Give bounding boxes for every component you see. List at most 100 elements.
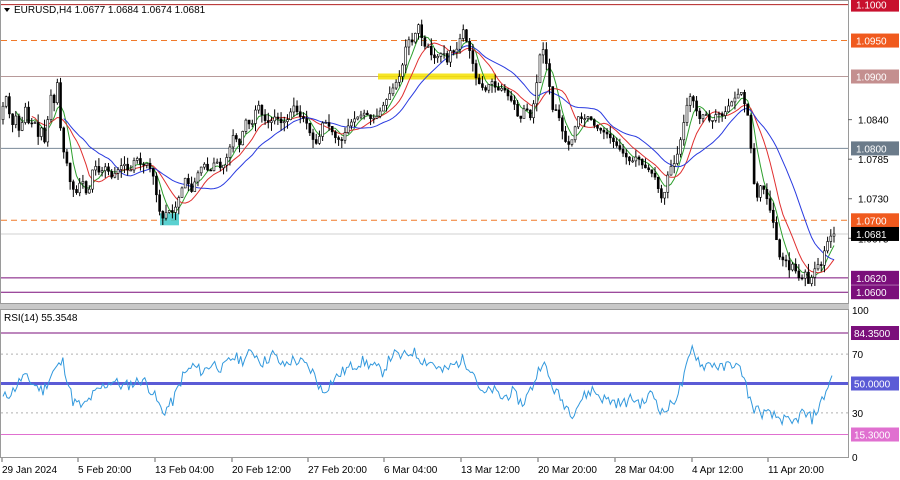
candle-body xyxy=(174,206,177,213)
candle-body xyxy=(800,277,804,280)
price-tick-label: 1.0840 xyxy=(858,116,889,127)
candle-body xyxy=(190,183,193,192)
candle-body xyxy=(628,156,631,162)
candle-body xyxy=(382,104,385,112)
candle-body xyxy=(276,116,280,120)
price-tick-label: 1.0730 xyxy=(858,195,889,206)
price-tag-label: 1.1000 xyxy=(856,1,887,12)
candle-body xyxy=(327,122,331,127)
candle-body xyxy=(433,54,436,59)
candle-body xyxy=(270,120,273,123)
candle-body xyxy=(599,127,602,131)
candle-body xyxy=(161,211,165,219)
candle-body xyxy=(401,64,404,77)
candle-body xyxy=(199,166,203,174)
candle-body xyxy=(254,109,257,124)
candle-body xyxy=(653,173,657,178)
candle-body xyxy=(1,105,5,120)
candle-body xyxy=(155,175,158,196)
candle-body xyxy=(426,45,430,48)
candle-body xyxy=(717,113,721,115)
time-tick-label: 6 Mar 04:00 xyxy=(384,465,438,476)
candle-body xyxy=(490,81,494,85)
candle-body xyxy=(215,161,219,164)
candle-body xyxy=(113,173,117,178)
candle-body xyxy=(733,97,737,103)
candle-body xyxy=(484,87,487,91)
candle-body xyxy=(398,76,401,83)
time-tick-label: 20 Mar 20:00 xyxy=(538,465,597,476)
candle-body xyxy=(624,152,628,158)
candle-body xyxy=(385,99,388,106)
candle-body xyxy=(685,104,689,123)
candle-body xyxy=(631,160,634,163)
candle-body xyxy=(458,38,462,50)
candle-body xyxy=(541,49,545,56)
candle-body xyxy=(436,56,439,59)
candle-body xyxy=(669,166,673,176)
candle-body xyxy=(244,119,248,132)
candle-body xyxy=(449,50,452,63)
candle-body xyxy=(209,169,213,172)
candle-body xyxy=(500,87,503,91)
candle-body xyxy=(781,256,785,261)
rsi-axis-tags: 84.3500 50.0000 15.3000 xyxy=(851,326,899,442)
candle-body xyxy=(164,212,168,219)
candle-body xyxy=(708,114,711,121)
price-tag-label: 1.0600 xyxy=(856,288,887,299)
candle-body xyxy=(752,148,756,184)
candle-body xyxy=(366,112,369,116)
candle-body xyxy=(65,151,69,164)
candle-body xyxy=(158,194,161,212)
candle-body xyxy=(647,167,650,171)
time-tick-label: 29 Jan 2024 xyxy=(2,465,57,476)
candle-body xyxy=(75,189,78,194)
candle-body xyxy=(107,166,110,172)
candle-body xyxy=(359,114,363,118)
candle-body xyxy=(439,53,443,57)
candle-body xyxy=(295,105,299,113)
price-tag-label: 1.0681 xyxy=(856,230,887,241)
candle-body xyxy=(225,157,229,166)
candle-body xyxy=(30,122,34,125)
candle-body xyxy=(350,121,353,127)
candle-body xyxy=(135,158,139,161)
candle-body xyxy=(429,45,433,56)
panel-separator[interactable] xyxy=(0,304,849,309)
candle-body xyxy=(755,183,759,198)
candle-body xyxy=(803,271,807,279)
candle-body xyxy=(506,89,510,97)
candle-body xyxy=(391,87,395,95)
candle-body xyxy=(442,53,446,55)
candle-body xyxy=(142,163,145,166)
candle-body xyxy=(765,189,769,200)
triangle-down-icon[interactable] xyxy=(4,8,10,12)
candle-body xyxy=(666,174,670,193)
candle-body xyxy=(618,145,622,150)
candle-body xyxy=(493,81,497,88)
candle-body xyxy=(577,116,580,128)
candle-body xyxy=(394,81,398,89)
candle-body xyxy=(771,209,775,223)
candle-body xyxy=(538,54,542,84)
candle-body xyxy=(420,24,423,38)
candle-body xyxy=(314,139,318,144)
candle-body xyxy=(583,118,587,120)
candle-body xyxy=(784,259,788,262)
candle-body xyxy=(289,111,292,120)
candle-body xyxy=(656,176,660,189)
candle-body xyxy=(180,187,184,198)
candle-body xyxy=(787,260,791,271)
candle-body xyxy=(503,87,507,91)
candle-body xyxy=(100,170,104,173)
time-tick-label: 13 Feb 04:00 xyxy=(155,465,214,476)
candle-body xyxy=(94,166,97,171)
candle-body xyxy=(126,163,129,171)
candle-body xyxy=(481,83,484,88)
candle-body xyxy=(311,132,315,140)
candle-body xyxy=(736,93,740,99)
candle-body xyxy=(525,108,529,111)
candle-body xyxy=(561,117,564,132)
candle-body xyxy=(516,104,519,117)
